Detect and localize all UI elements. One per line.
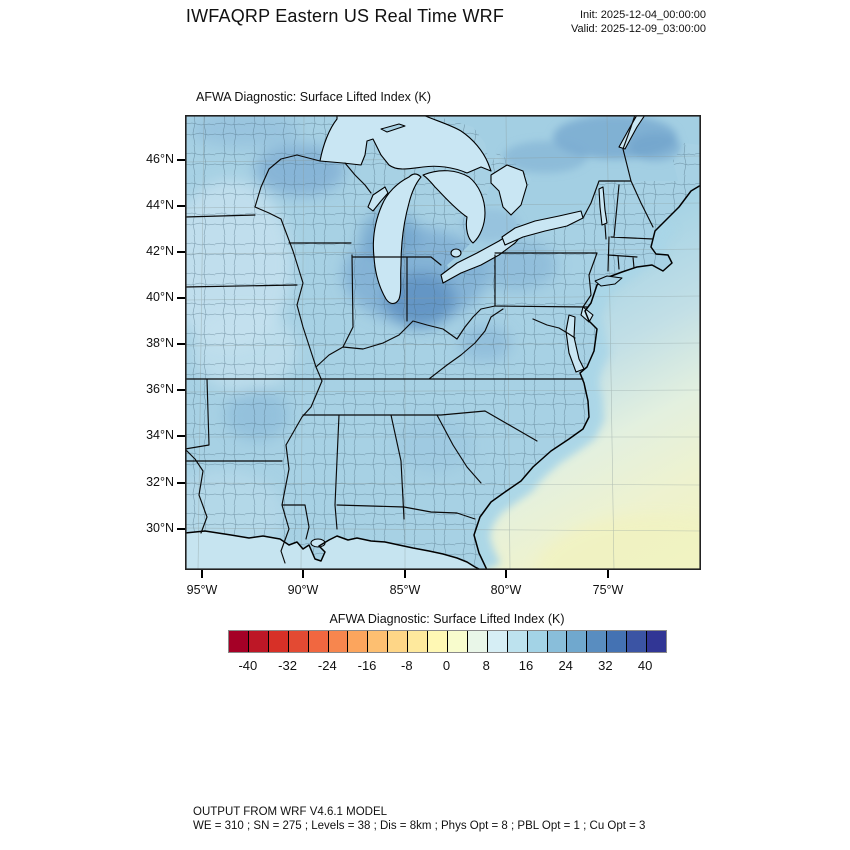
colorbar	[228, 630, 667, 653]
map-frame	[185, 115, 701, 570]
colorbar-cell	[547, 631, 568, 652]
lon-tick-mark	[607, 570, 609, 578]
lat-tick-mark	[177, 251, 185, 253]
colorbar-cell	[408, 631, 429, 652]
lat-tick-label: 32°N	[146, 475, 174, 489]
lake-huron	[422, 170, 486, 244]
green-bay	[367, 186, 389, 212]
colorbar-cell	[627, 631, 648, 652]
lon-tick-label: 80°W	[490, 583, 522, 597]
colorbar-tick-label: -16	[357, 658, 377, 673]
colorbar-cell	[308, 631, 329, 652]
colorbar-cell	[368, 631, 389, 652]
colorbar-tick-label: 24	[558, 658, 573, 673]
lat-tick-mark	[177, 205, 185, 207]
colorbar-cell	[428, 631, 448, 652]
lon-tick-mark	[201, 570, 203, 578]
canada-region	[420, 115, 701, 273]
lake-michigan	[372, 173, 422, 305]
colorbar-cell	[388, 631, 409, 652]
map-title: AFWA Diagnostic: Surface Lifted Index (K…	[196, 90, 432, 104]
footer-line2: WE = 310 ; SN = 275 ; Levels = 38 ; Dis …	[193, 819, 646, 832]
colorbar-cell	[248, 631, 269, 652]
lon-tick-mark	[404, 570, 406, 578]
warm-sst-patch	[535, 515, 701, 570]
colorbar-tick-label: 32	[598, 658, 613, 673]
georgian-bay	[490, 164, 528, 216]
lat-tick-mark	[177, 343, 185, 345]
long-island	[594, 275, 623, 287]
lat-tick-label: 40°N	[146, 290, 174, 304]
lat-tick-label: 34°N	[146, 428, 174, 442]
colorbar-tick-label: 0	[442, 658, 451, 673]
lon-tick-label: 95°W	[186, 583, 218, 597]
footer-line1: OUTPUT FROM WRF V4.6.1 MODEL	[193, 806, 388, 818]
colorbar-cell	[229, 631, 249, 652]
lat-tick-mark	[177, 297, 185, 299]
colorbar-tick-label: 8	[482, 658, 490, 673]
colorbar-cell	[288, 631, 309, 652]
great-lakes	[310, 115, 646, 548]
run-times: Init: 2025-12-04_00:00:00 Valid: 2025-12…	[500, 8, 706, 36]
colorbar-tick-label: 16	[518, 658, 534, 673]
coastline	[185, 184, 701, 570]
footer-text: OUTPUT FROM WRF V4.6.1 MODEL WE = 310 ; …	[193, 806, 645, 833]
lat-tick-mark	[177, 389, 185, 391]
map-plot	[185, 115, 701, 570]
lon-tick-label: 85°W	[389, 583, 421, 597]
colorbar-cell	[647, 631, 666, 652]
colorbar-cell	[268, 631, 289, 652]
colorbar-cell	[447, 631, 468, 652]
colorbar-cell	[487, 631, 508, 652]
lat-tick-mark	[177, 482, 185, 484]
colorbar-cell	[527, 631, 548, 652]
colorbar-tick-label: -24	[317, 658, 337, 673]
lat-tick-label: 46°N	[146, 152, 174, 166]
map-canvas	[185, 115, 701, 570]
lon-tick-label: 75°W	[592, 583, 624, 597]
colorbar-cell	[328, 631, 349, 652]
colorbar-tick-label: -8	[400, 658, 413, 673]
valid-time: Valid: 2025-12-09_03:00:00	[571, 23, 706, 35]
lake-superior	[319, 115, 492, 174]
lat-tick-mark	[177, 159, 185, 161]
colorbar-title: AFWA Diagnostic: Surface Lifted Index (K…	[329, 612, 565, 626]
colorbar-cell	[567, 631, 588, 652]
lat-tick-label: 36°N	[146, 382, 174, 396]
gulf-of-mexico	[185, 531, 481, 570]
lake-st-clair	[450, 248, 462, 258]
colorbar-cell	[467, 631, 488, 652]
colorbar-tick-label: -32	[278, 658, 297, 673]
state-borders	[185, 115, 654, 564]
page-title: IWFAQRP Eastern US Real Time WRF	[185, 6, 505, 26]
lat-tick-label: 42°N	[146, 244, 174, 258]
lon-tick-mark	[505, 570, 507, 578]
lat-tick-label: 38°N	[146, 336, 174, 350]
colorbar-tick-label: 40	[637, 658, 653, 673]
isle-royale	[380, 123, 406, 133]
lat-tick-mark	[177, 528, 185, 530]
init-time: Init: 2025-12-04_00:00:00	[580, 9, 706, 21]
lat-tick-label: 44°N	[146, 198, 174, 212]
lake-champlain	[598, 186, 608, 226]
colorbar-tick-label: -40	[238, 658, 258, 673]
lake-ontario	[501, 210, 584, 246]
colorbar-cell	[587, 631, 608, 652]
colorbar-cell	[348, 631, 369, 652]
colorbar-cell	[607, 631, 628, 652]
lat-tick-mark	[177, 435, 185, 437]
islands	[380, 123, 623, 287]
lon-tick-label: 90°W	[287, 583, 319, 597]
colorbar-cell	[507, 631, 528, 652]
lat-tick-label: 30°N	[146, 521, 174, 535]
lon-tick-mark	[302, 570, 304, 578]
